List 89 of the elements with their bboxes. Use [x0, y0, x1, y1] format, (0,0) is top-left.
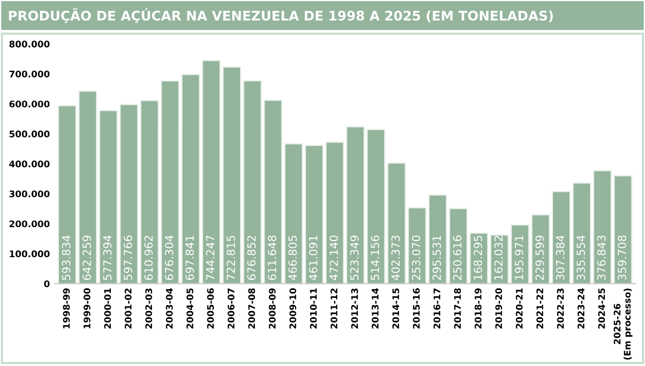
- x-tick-label: 2007-08: [248, 288, 256, 329]
- x-tick-label: 2006-07: [228, 288, 234, 329]
- bar: [408, 207, 426, 284]
- data-label: 376.843: [597, 236, 606, 280]
- data-label: 295.531: [432, 236, 441, 280]
- bar: [572, 182, 592, 284]
- data-label: 402.373: [391, 236, 400, 280]
- bar: [552, 190, 571, 284]
- data-label: 676.852: [247, 236, 256, 280]
- x-tick-label: 2015-16: [412, 288, 420, 329]
- x-tick-label: 2008-09: [268, 288, 276, 329]
- data-label: 195.971: [514, 236, 524, 280]
- y-tick-label: 0: [44, 280, 50, 288]
- data-label: 253.070: [412, 236, 420, 280]
- bar: [346, 126, 365, 284]
- bar: [222, 66, 242, 284]
- x-tick-label: 2024-25: [598, 288, 606, 329]
- x-tick-label: 2018-19: [474, 288, 482, 329]
- y-tick-label: 800.000: [9, 40, 50, 48]
- bar: [140, 100, 159, 284]
- bar: [531, 214, 550, 284]
- x-tick-label: 2010-11: [310, 288, 317, 329]
- data-label: 359.708: [618, 236, 626, 280]
- x-tick-label: 2005-06: [207, 288, 214, 329]
- data-label: 229.599: [535, 236, 544, 280]
- bar: [284, 143, 303, 284]
- bar: [593, 170, 612, 284]
- bar: [202, 60, 221, 284]
- data-label: 335.554: [576, 235, 586, 280]
- bar: [99, 110, 118, 284]
- data-label: 697.841: [186, 236, 194, 280]
- data-label: 514.156: [370, 236, 380, 280]
- x-tick-label: 2025-26 (Em processo): [614, 288, 632, 360]
- data-label: 307.384: [556, 235, 564, 280]
- x-tick-label: 2022-23: [557, 288, 564, 329]
- bar: [264, 100, 282, 284]
- data-label: 597.766: [124, 236, 132, 280]
- data-label: 577.394: [103, 235, 112, 280]
- data-label: 744.247: [206, 236, 214, 280]
- bar: [428, 194, 448, 284]
- bar: [160, 80, 180, 284]
- x-tick-label: 2014-15: [392, 288, 400, 329]
- data-label: 523.349: [350, 236, 359, 280]
- x-tick-label: 2009-10: [289, 288, 296, 329]
- y-tick-label: 400.000: [9, 160, 50, 168]
- bar: [78, 90, 98, 284]
- x-tick-label: 2002-03: [145, 288, 152, 329]
- x-tick-label: 2019-20: [495, 288, 502, 329]
- data-label: 168.295: [474, 236, 482, 280]
- y-tick-label: 500.000: [10, 130, 50, 138]
- x-tick-label: 1998-99: [62, 288, 70, 328]
- x-tick-label: 2021-22: [536, 288, 544, 329]
- bar: [448, 208, 468, 284]
- data-label: 593.834: [62, 235, 70, 280]
- data-label: 610.962: [144, 236, 153, 280]
- x-tick-label: 1999-00: [84, 288, 90, 328]
- y-tick-label: 100.000: [10, 250, 50, 258]
- data-label: 722.815: [226, 236, 236, 280]
- bar: [120, 104, 138, 284]
- bar: [243, 80, 262, 284]
- x-tick-label: 2012-13: [351, 288, 358, 329]
- x-tick-label: 2016-17: [434, 288, 440, 329]
- x-tick-label: 2023-24: [578, 288, 584, 329]
- data-label: 472.140: [330, 236, 338, 280]
- bar: [325, 142, 344, 284]
- x-tick-label: 2011-12: [330, 288, 338, 329]
- chart-title: PRODUÇÃO DE AÇÚCAR NA VENEZUELA DE 1998 A 2025 (EM TONELADAS): [8, 8, 553, 24]
- bar: [58, 105, 76, 284]
- data-label: 162.032: [494, 236, 503, 280]
- x-tick-label: 2001-02: [124, 288, 132, 329]
- y-tick-label: 600.000: [9, 100, 50, 108]
- x-tick-label: 2020-21: [516, 288, 523, 329]
- x-tick-label: 2017-18: [454, 288, 461, 329]
- bar: [304, 144, 324, 284]
- x-tick-label: 2000-01: [104, 288, 111, 329]
- y-tick-label: 300.000: [9, 190, 50, 198]
- data-label: 676.304: [164, 235, 174, 280]
- data-label: 461.091: [309, 236, 318, 280]
- bar: [181, 74, 200, 284]
- data-label: 250.616: [453, 236, 462, 280]
- data-label: 466.805: [288, 236, 297, 280]
- x-tick-label: 2004-05: [186, 288, 194, 329]
- bar: [614, 175, 632, 284]
- x-tick-label: 2003-04: [166, 288, 173, 329]
- y-tick-label: 700.000: [9, 70, 50, 78]
- data-label: 642.259: [82, 236, 91, 280]
- data-label: 611.648: [268, 236, 276, 280]
- x-tick-label: 2013-14: [372, 288, 379, 329]
- y-tick-label: 200.000: [10, 220, 50, 228]
